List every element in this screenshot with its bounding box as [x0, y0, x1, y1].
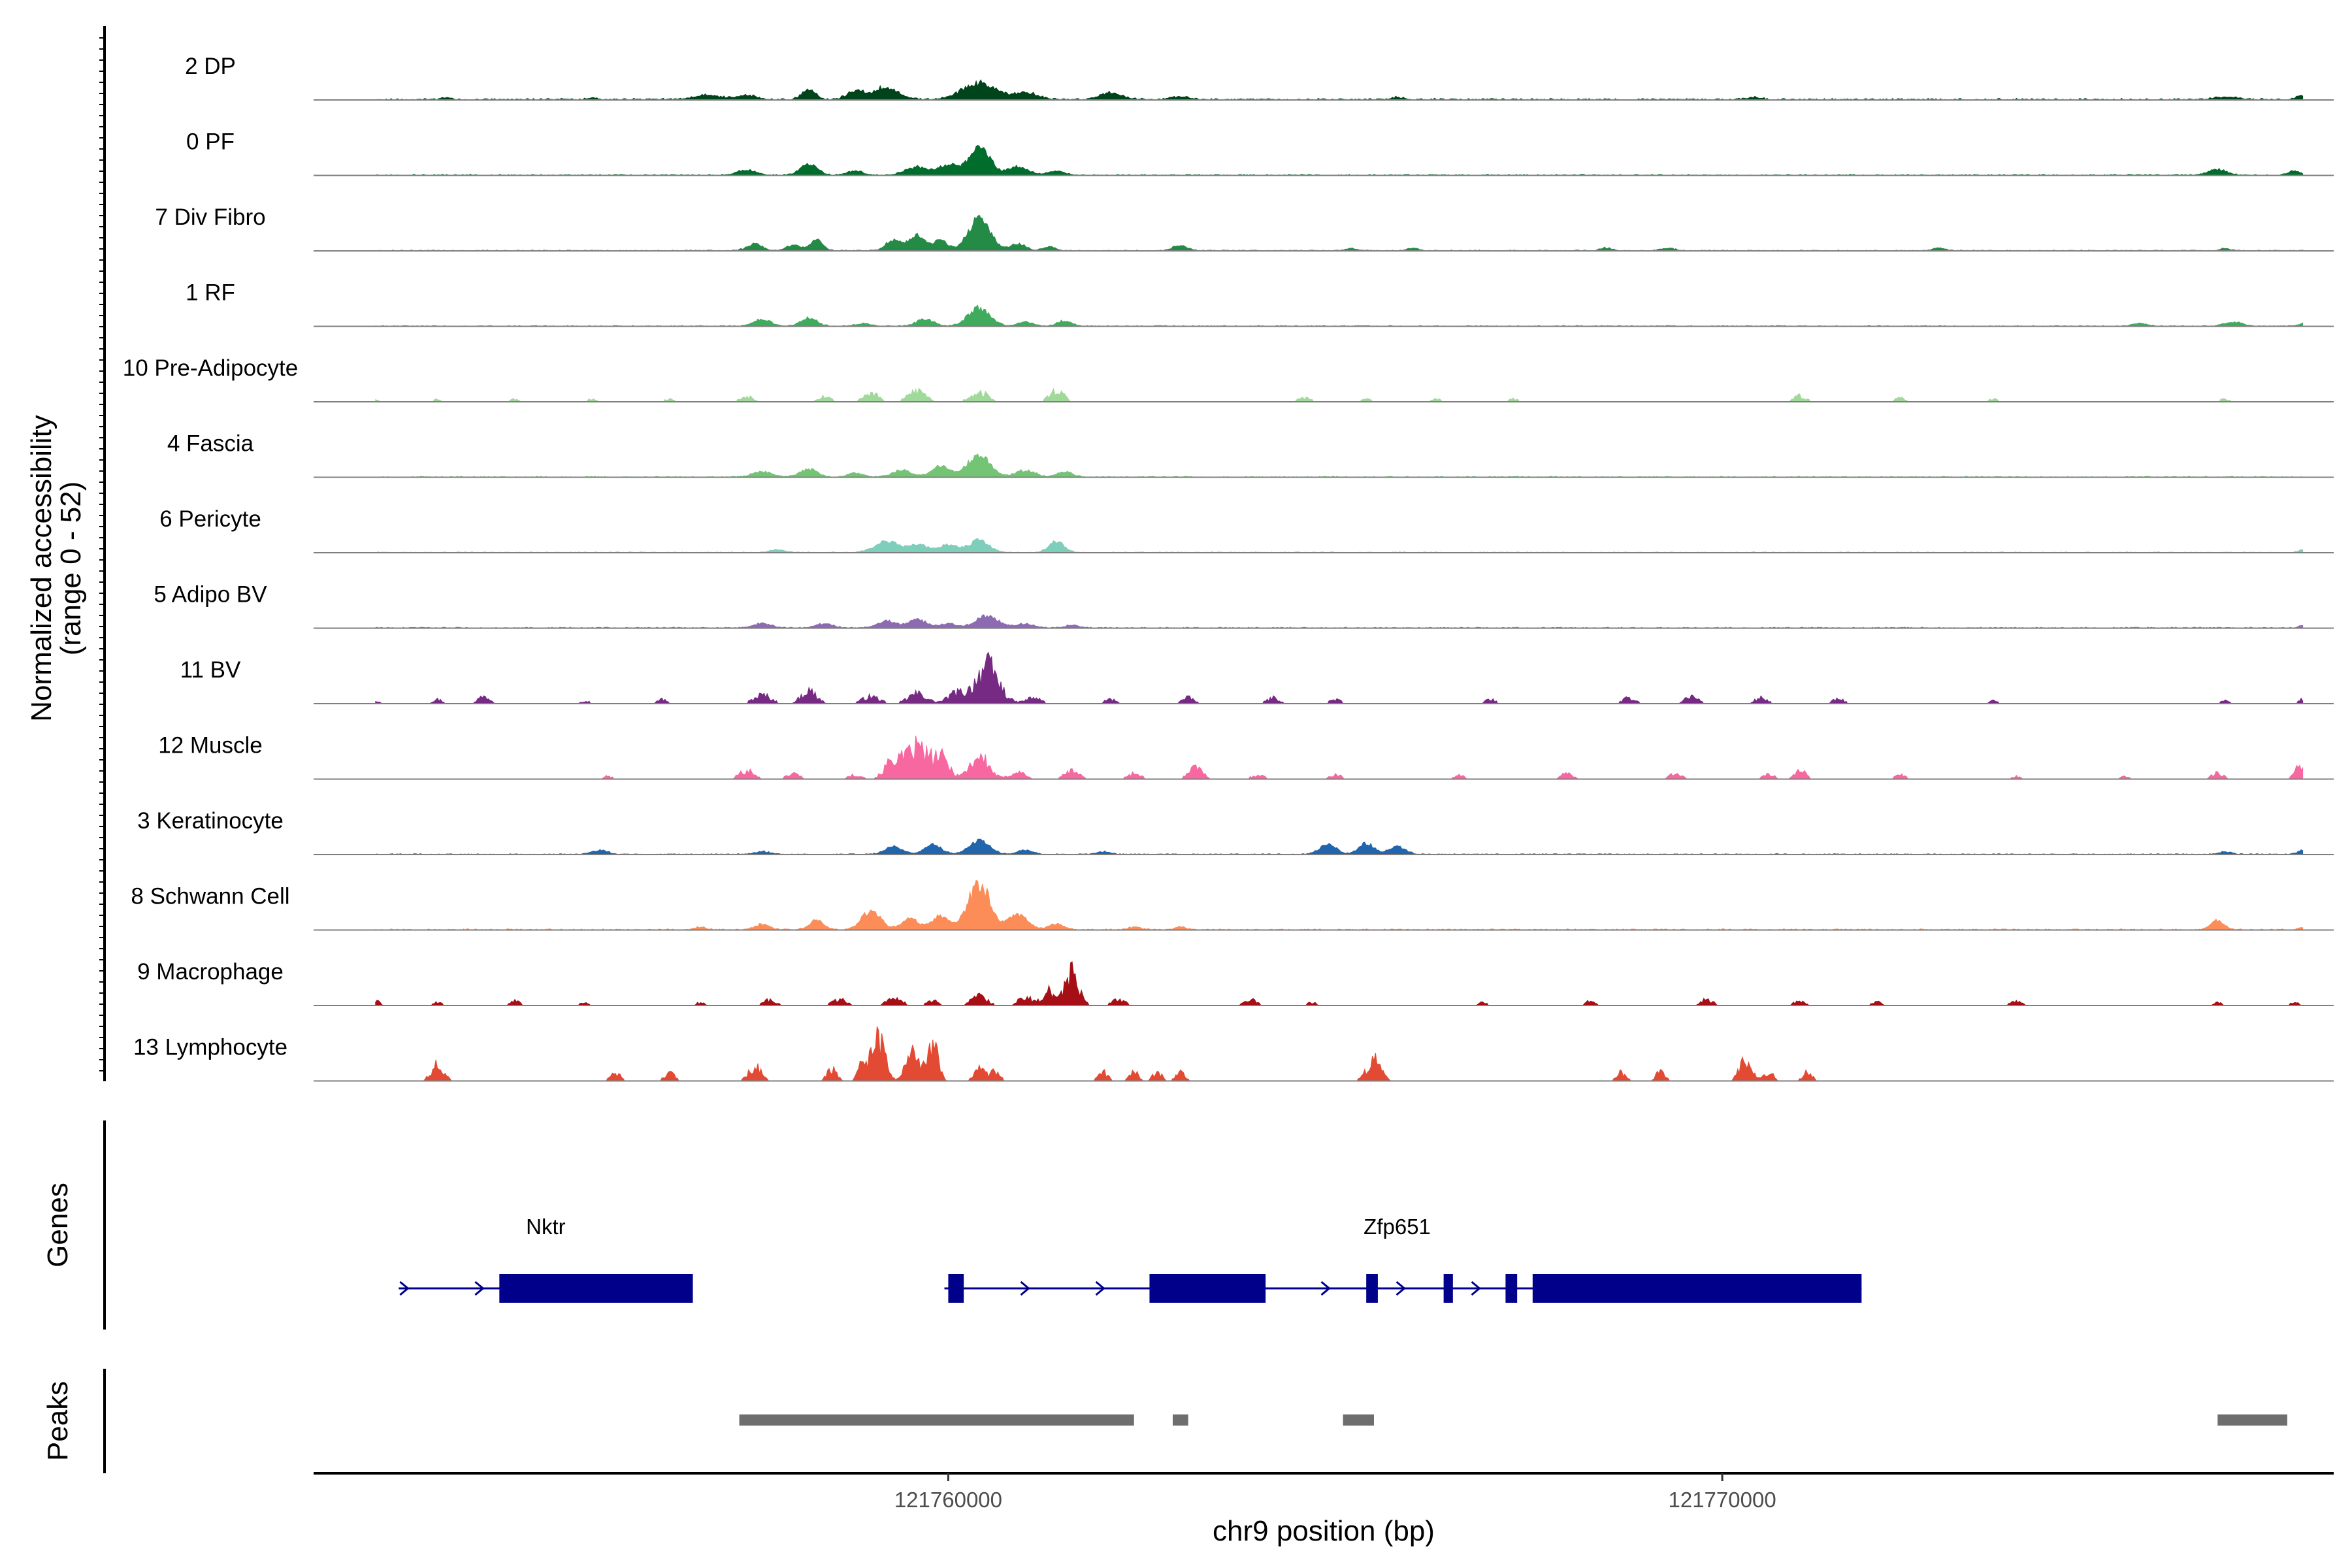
coverage-track: 3 Keratinocyte — [137, 808, 2334, 855]
track-label: 10 Pre-Adipocyte — [123, 355, 298, 381]
coverage-track: 10 Pre-Adipocyte — [123, 355, 2334, 402]
track-label: 9 Macrophage — [137, 959, 284, 985]
coverage-track: 11 BV — [180, 651, 2334, 704]
gene-exon — [499, 1274, 693, 1303]
x-axis-title: chr9 position (bp) — [1213, 1515, 1435, 1547]
gene-exon — [1505, 1274, 1518, 1303]
coverage-area — [375, 614, 2304, 629]
coverage-area — [375, 1026, 2303, 1081]
coverage-tracks: 2 DP 0 PF 7 Div Fibro 1 RF 10 Pre-Adipocyte 4… — [123, 54, 2334, 1082]
gene-name-label: Nktr — [526, 1215, 566, 1239]
peak-region — [1343, 1414, 1375, 1426]
coverage-area — [375, 961, 2303, 1006]
track-label: 11 BV — [180, 657, 241, 683]
peaks-panel-label: Peaks — [42, 1381, 74, 1461]
strand-arrow — [1320, 1281, 1331, 1296]
gene-exon — [1366, 1274, 1378, 1303]
coverage-track: 8 Schwann Cell — [131, 879, 2334, 931]
track-label: 4 Fascia — [167, 431, 254, 457]
coverage-area — [375, 144, 2304, 176]
track-label: 8 Schwann Cell — [131, 884, 289, 909]
coverage-track: 0 PF — [186, 129, 2334, 176]
gene-exon — [948, 1274, 964, 1303]
gene-annotation-track: Nktr Zfp651 — [399, 1215, 1862, 1303]
coverage-area — [375, 538, 2304, 553]
peak-region — [739, 1414, 1134, 1426]
coverage-track: 12 Muscle — [158, 733, 2334, 780]
coverage-track: 7 Div Fibro — [155, 204, 2334, 252]
track-label: 2 DP — [185, 54, 236, 79]
gene-model: Zfp651 — [944, 1215, 1862, 1303]
strand-arrow — [1095, 1281, 1105, 1296]
track-label: 6 Pericyte — [159, 506, 261, 532]
y-axis-title-line2: (range 0 - 52) — [55, 482, 87, 656]
peak-regions-track — [739, 1414, 2287, 1426]
track-label: 7 Div Fibro — [155, 204, 265, 230]
x-axis-ticks: 121760000 121770000 — [894, 1473, 1776, 1512]
coverage-area — [375, 304, 2304, 327]
coverage-y-axis — [99, 26, 106, 1081]
gene-exon — [1149, 1274, 1266, 1303]
track-label: 0 PF — [186, 129, 235, 155]
coverage-track: 9 Macrophage — [137, 959, 2334, 1006]
track-label: 5 Adipo BV — [154, 582, 267, 608]
gene-name-label: Zfp651 — [1364, 1215, 1431, 1239]
strand-arrow — [1020, 1281, 1030, 1296]
genes-panel-label: Genes — [42, 1183, 74, 1267]
peak-region — [2217, 1414, 2287, 1426]
strand-arrow — [474, 1281, 485, 1296]
strand-arrow — [1471, 1281, 1481, 1296]
coverage-area — [375, 838, 2304, 855]
x-tick-label: 121770000 — [1669, 1488, 1776, 1512]
track-label: 1 RF — [186, 280, 235, 306]
coverage-area — [375, 651, 2304, 704]
coverage-area — [375, 387, 2303, 402]
track-label: 13 Lymphocyte — [133, 1035, 287, 1060]
coverage-track: 5 Adipo BV — [154, 582, 2334, 629]
x-tick-label: 121760000 — [894, 1488, 1002, 1512]
coverage-track: 1 RF — [186, 280, 2334, 327]
coverage-area — [375, 879, 2304, 931]
strand-arrow — [399, 1281, 410, 1296]
peak-region — [1172, 1414, 1188, 1426]
coverage-area — [375, 214, 2304, 252]
track-label: 12 Muscle — [158, 733, 263, 759]
y-axis-title-line1: Normalized accessibility — [25, 415, 57, 721]
strand-arrow — [1396, 1281, 1406, 1296]
gene-exon — [1443, 1274, 1453, 1303]
coverage-area — [375, 736, 2304, 779]
gene-model: Nktr — [399, 1215, 693, 1303]
coverage-track: 13 Lymphocyte — [133, 1026, 2334, 1082]
coverage-area — [375, 79, 2304, 101]
coverage-track: 2 DP — [185, 54, 2334, 101]
coverage-track: 4 Fascia — [167, 431, 2334, 478]
track-label: 3 Keratinocyte — [137, 808, 284, 834]
coverage-track: 6 Pericyte — [159, 506, 2334, 553]
gene-exon — [1532, 1274, 1862, 1303]
coverage-area — [375, 453, 2304, 478]
